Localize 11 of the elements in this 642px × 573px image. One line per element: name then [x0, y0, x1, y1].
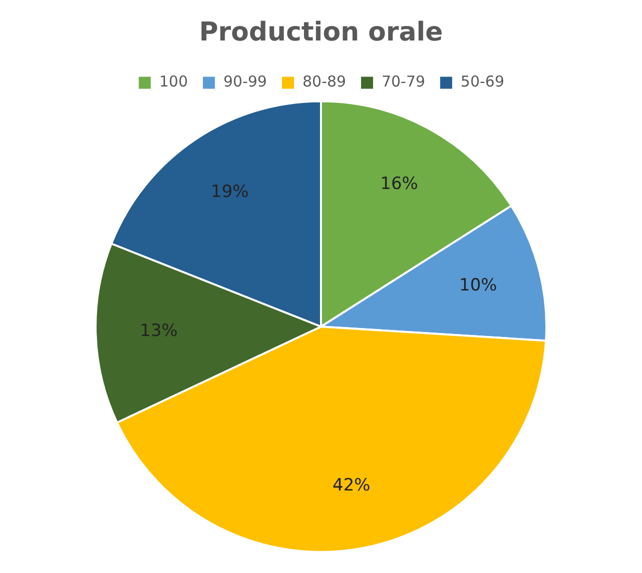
legend-label: 100 — [159, 72, 188, 91]
data-label: 13% — [140, 321, 178, 342]
data-label: 16% — [380, 174, 418, 194]
legend-label: 90-99 — [223, 72, 267, 91]
data-label: 19% — [210, 182, 249, 202]
legend-label: 50-69 — [460, 72, 504, 91]
chart-title: Production orale — [199, 17, 443, 48]
legend-label: 70-79 — [382, 72, 426, 91]
data-label: 10% — [459, 276, 498, 296]
data-label: 42% — [332, 475, 370, 496]
legend-label: 80-89 — [302, 72, 346, 91]
